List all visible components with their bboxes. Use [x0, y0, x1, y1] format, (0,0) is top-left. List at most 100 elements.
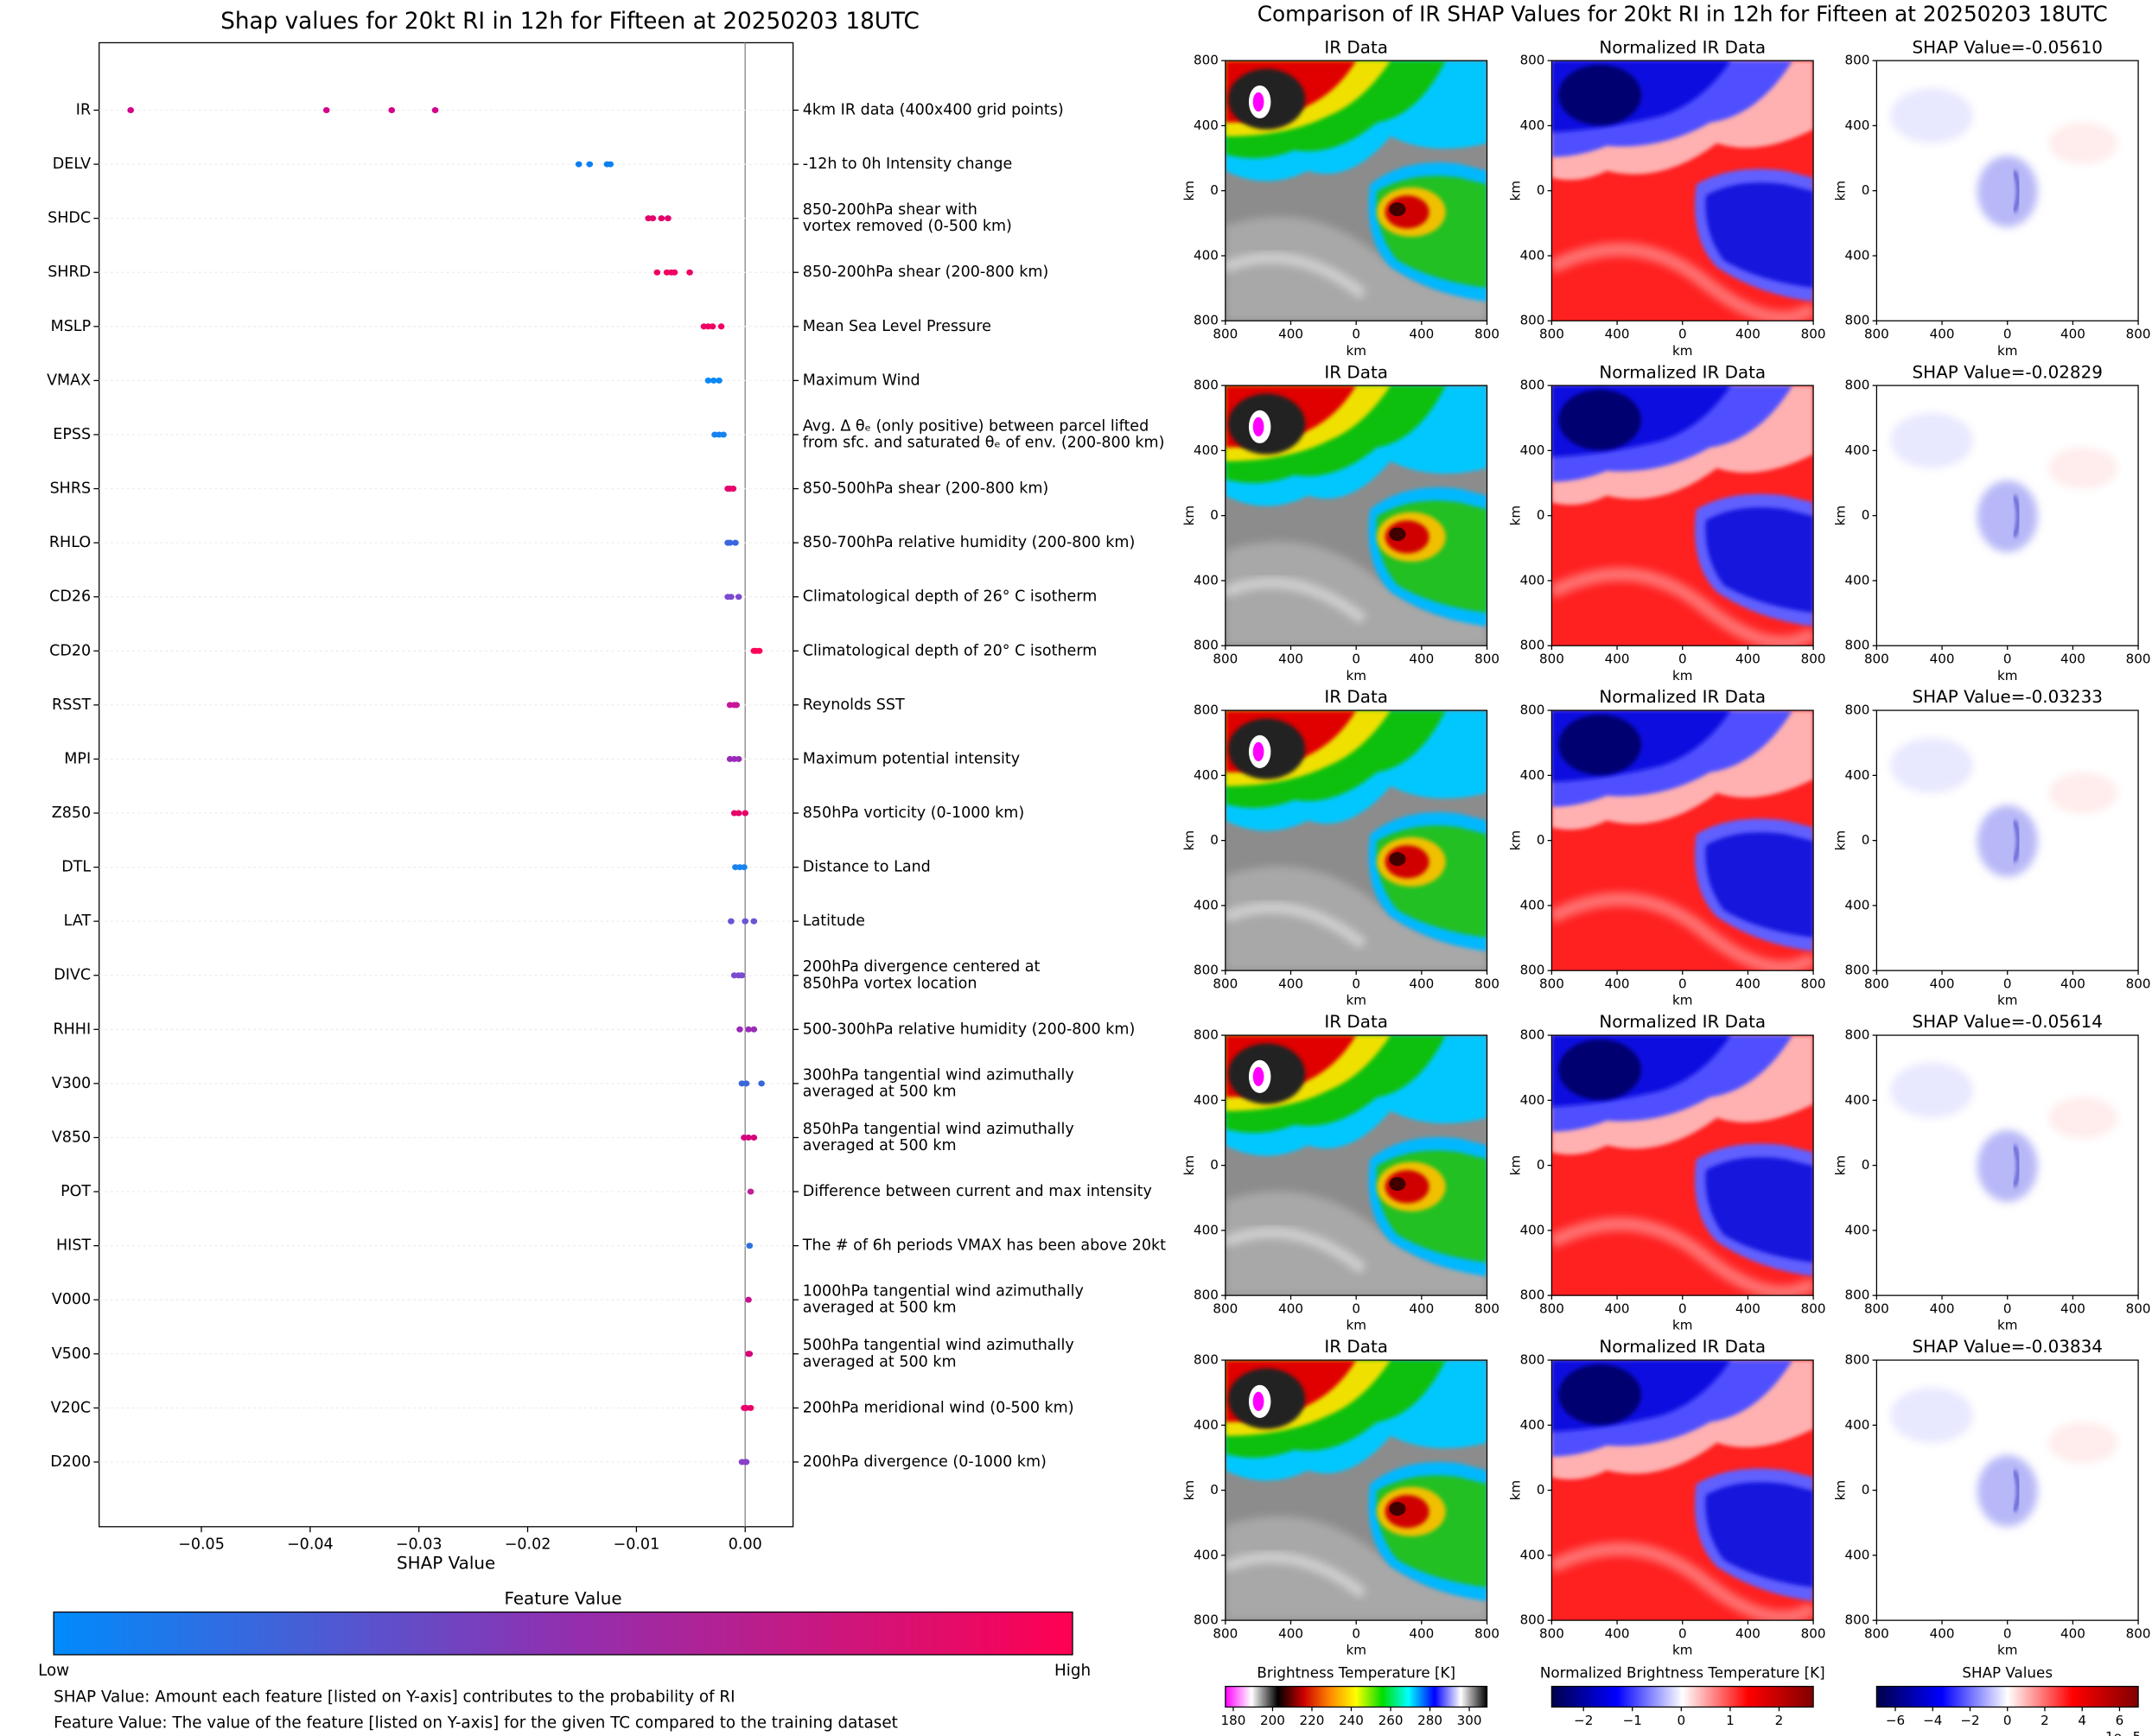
x-axis-label: km — [1346, 1643, 1366, 1658]
feature-description: Distance to Land — [803, 859, 931, 876]
shap-point — [586, 161, 594, 168]
y-tick-label: 800 — [1520, 1612, 1545, 1628]
colorbar-tick-label: 260 — [1378, 1713, 1404, 1728]
feature-name: D200 — [50, 1453, 91, 1471]
feature-name: CD20 — [49, 642, 91, 659]
colorbar-tick-label: 2 — [2041, 1713, 2049, 1728]
colorbar-tick-label: −4 — [1923, 1713, 1942, 1728]
shap-point — [709, 323, 716, 330]
x-tick-label: 400 — [1278, 327, 1303, 342]
y-tick-label: 800 — [1845, 313, 1870, 328]
image-panel — [1226, 1360, 1487, 1620]
x-axis-label: SHAP Value — [397, 1553, 495, 1573]
x-tick-label: 800 — [1864, 1301, 1889, 1317]
shap-point — [732, 539, 739, 546]
y-tick-label: 0 — [1210, 1157, 1219, 1173]
panel-title: IR Data — [1324, 37, 1388, 57]
x-tick-label: 0 — [1678, 327, 1687, 342]
image-panel — [1226, 385, 1487, 645]
x-tick-label: −0.05 — [178, 1536, 225, 1554]
x-tick-label: 0 — [1678, 1301, 1687, 1317]
shap-point — [746, 1243, 754, 1250]
y-tick-label: 0 — [1210, 507, 1219, 523]
x-tick-label: 400 — [1605, 976, 1630, 992]
x-tick-label: 800 — [1213, 327, 1238, 342]
colorbar-tick-label: 280 — [1417, 1713, 1442, 1728]
x-axis-label: km — [1997, 1643, 2018, 1658]
image-panel — [1551, 1360, 1813, 1620]
colorbar — [1550, 1685, 1814, 1708]
x-tick-label: 0 — [1352, 652, 1360, 667]
x-tick-label: 800 — [2126, 1626, 2151, 1642]
y-tick-label: 400 — [1194, 897, 1219, 913]
y-tick-label: 800 — [1194, 313, 1219, 328]
x-tick-label: 800 — [1474, 1626, 1499, 1642]
note: SHAP Value: Amount each feature [listed … — [54, 1688, 735, 1706]
feature-name: V500 — [52, 1345, 91, 1363]
y-tick-label: 800 — [1520, 703, 1545, 718]
x-axis-label: km — [1672, 343, 1693, 359]
feature-name: DELV — [53, 156, 91, 173]
colorbar-tick-label: 220 — [1300, 1713, 1325, 1728]
shap-point — [726, 539, 734, 546]
panel-title: SHAP Value=-0.05610 — [1913, 37, 2103, 57]
x-tick-label: 800 — [1539, 652, 1564, 667]
colorbar-tick-label: −1 — [1623, 1713, 1642, 1728]
x-tick-label: 800 — [1801, 652, 1826, 667]
feature-description: averaged at 500 km — [803, 1300, 957, 1317]
feature-description: Climatological depth of 26° C isotherm — [803, 588, 1098, 606]
shap-point — [742, 810, 749, 817]
x-tick-label: 800 — [1539, 976, 1564, 992]
shap-point — [720, 431, 727, 438]
y-tick-label: 800 — [1520, 1288, 1545, 1303]
x-tick-label: 400 — [1735, 976, 1760, 992]
x-tick-label: 0.00 — [729, 1536, 762, 1554]
y-tick-label: 800 — [1520, 378, 1545, 393]
x-tick-label: 800 — [1801, 327, 1826, 342]
y-tick-label: 0 — [1210, 832, 1219, 848]
x-tick-label: 800 — [1474, 976, 1499, 992]
y-tick-label: 800 — [1845, 378, 1870, 393]
shap-point — [127, 106, 135, 114]
y-tick-label: 0 — [1537, 1482, 1545, 1498]
y-tick-label: 800 — [1520, 1027, 1545, 1043]
x-tick-label: 400 — [1735, 1626, 1760, 1642]
y-tick-label: 800 — [1520, 1352, 1545, 1368]
panel-title: IR Data — [1324, 687, 1388, 707]
image-panel — [1876, 385, 2138, 645]
y-axis-label: km — [1832, 181, 1848, 201]
x-tick-label: 800 — [1801, 976, 1826, 992]
x-tick-label: 400 — [1278, 976, 1303, 992]
shap-point — [750, 918, 758, 925]
image-panel — [1876, 60, 2138, 321]
y-tick-label: 0 — [1862, 1157, 1870, 1173]
feature-name: SHRS — [50, 480, 92, 498]
x-axis-label: km — [1997, 1318, 2018, 1333]
y-tick-label: 800 — [1520, 313, 1545, 328]
shap-point — [745, 1296, 752, 1303]
shap-point — [653, 269, 661, 276]
x-tick-label: 0 — [1352, 1626, 1360, 1642]
feature-description: Maximum potential intensity — [803, 750, 1020, 767]
x-tick-label: 0 — [1678, 652, 1687, 667]
feature-description: 200hPa divergence (0-1000 km) — [803, 1453, 1047, 1471]
feature-description: The # of 6h periods VMAX has been above … — [802, 1237, 1166, 1255]
y-tick-label: 800 — [1520, 963, 1545, 978]
y-tick-label: 0 — [1537, 832, 1545, 848]
x-tick-label: 800 — [1864, 1626, 1889, 1642]
plot-area — [99, 41, 794, 1528]
x-tick-label: 400 — [2060, 652, 2085, 667]
y-tick-label: 400 — [1845, 572, 1870, 588]
x-tick-label: 800 — [2126, 652, 2151, 667]
image-panel — [1876, 710, 2138, 970]
y-tick-label: 400 — [1520, 1092, 1545, 1108]
shap-point — [575, 161, 583, 168]
feature-name: RSST — [52, 696, 91, 714]
x-tick-label: 400 — [1735, 327, 1760, 342]
y-tick-label: 800 — [1520, 638, 1545, 653]
figure-title: Comparison of IR SHAP Values for 20kt RI… — [1257, 2, 2108, 27]
shap-point — [735, 594, 742, 601]
feature-description: 850-200hPa shear (200-800 km) — [803, 264, 1049, 281]
feature-name: CD26 — [49, 588, 91, 606]
feature-description: 500hPa tangential wind azimuthally — [803, 1337, 1074, 1354]
